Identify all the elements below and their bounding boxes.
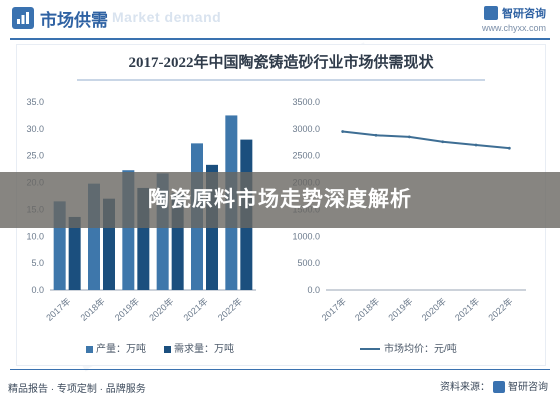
section-watermark: Market demand xyxy=(112,9,222,25)
x-tick-label: 2021年 xyxy=(452,295,481,323)
y-tick-label: 35.0 xyxy=(26,97,44,107)
y-tick-label: 500.0 xyxy=(297,258,320,268)
price-point xyxy=(474,143,478,147)
x-tick-label: 2022年 xyxy=(486,295,515,323)
legend-swatch xyxy=(86,346,93,353)
footer-source-brand: 智研咨询 xyxy=(508,382,548,393)
price-point xyxy=(407,135,411,139)
section-title: 市场供需 xyxy=(40,11,108,30)
footer-divider xyxy=(10,369,550,370)
x-tick-label: 2019年 xyxy=(112,295,141,323)
chart-icon xyxy=(12,7,34,29)
price-point xyxy=(507,146,511,150)
y-tick-label: 10.0 xyxy=(26,231,44,241)
x-tick-label: 2021年 xyxy=(181,295,210,323)
y-tick-label: 5.0 xyxy=(31,258,44,268)
y-tick-label: 2500.0 xyxy=(292,151,320,161)
y-tick-label: 3500.0 xyxy=(292,97,320,107)
footer-tagline: 精品报告 · 专项定制 · 品牌服务 xyxy=(8,384,146,395)
x-tick-label: 2017年 xyxy=(319,295,348,323)
footer-source: 资料来源： 智研咨询 xyxy=(440,378,548,394)
legend-swatch xyxy=(164,346,171,353)
price-line xyxy=(342,130,510,150)
legend-label: 产量：万吨 xyxy=(96,342,146,355)
x-tick-label: 2018年 xyxy=(352,295,381,323)
y-tick-label: 30.0 xyxy=(26,124,44,134)
x-tick-label: 2020年 xyxy=(147,295,176,323)
footer-source-label: 资料来源： xyxy=(440,382,490,393)
legend-label: 需求量：万吨 xyxy=(174,342,234,355)
overlay-banner: 陶瓷原料市场走势深度解析 xyxy=(0,172,560,228)
x-tick-label: 2019年 xyxy=(386,295,415,323)
y-tick-label: 0.0 xyxy=(31,285,44,295)
brand-name: 智研咨询 xyxy=(502,7,546,20)
x-tick-label: 2020年 xyxy=(419,295,448,323)
y-tick-label: 0.0 xyxy=(307,285,320,295)
bar-chart: 0.05.010.015.020.025.030.035.02017年2018年… xyxy=(26,97,256,355)
x-tick-label: 2018年 xyxy=(78,295,107,323)
header-divider xyxy=(10,38,550,40)
footer-logo-icon xyxy=(493,381,505,394)
legend-label: 市场均价：元/吨 xyxy=(384,342,457,355)
brand-logo-icon xyxy=(484,5,498,20)
brand-url[interactable]: www.chyxx.com xyxy=(481,23,546,33)
y-tick-label: 25.0 xyxy=(26,151,44,161)
title-underline xyxy=(77,79,485,81)
bar-demand xyxy=(68,216,81,290)
price-point xyxy=(341,130,345,133)
y-tick-label: 3000.0 xyxy=(292,124,320,134)
brand[interactable]: 智研咨询 www.chyxx.com xyxy=(482,4,546,33)
banner-text: 陶瓷原料市场走势深度解析 xyxy=(148,188,412,211)
y-tick-label: 1000.0 xyxy=(292,231,320,241)
price-point xyxy=(374,133,378,137)
line-chart: 0.0500.01000.01500.02000.02500.03000.035… xyxy=(292,97,526,355)
x-tick-label: 2017年 xyxy=(44,295,73,323)
header: 市场供需 Market demand 智研咨询 www.chyxx.com xyxy=(0,0,560,36)
chart-title: 2017-2022年中国陶瓷铸造砂行业市场供需现状 xyxy=(128,55,434,71)
x-tick-label: 2022年 xyxy=(215,295,244,323)
price-point xyxy=(441,140,445,144)
